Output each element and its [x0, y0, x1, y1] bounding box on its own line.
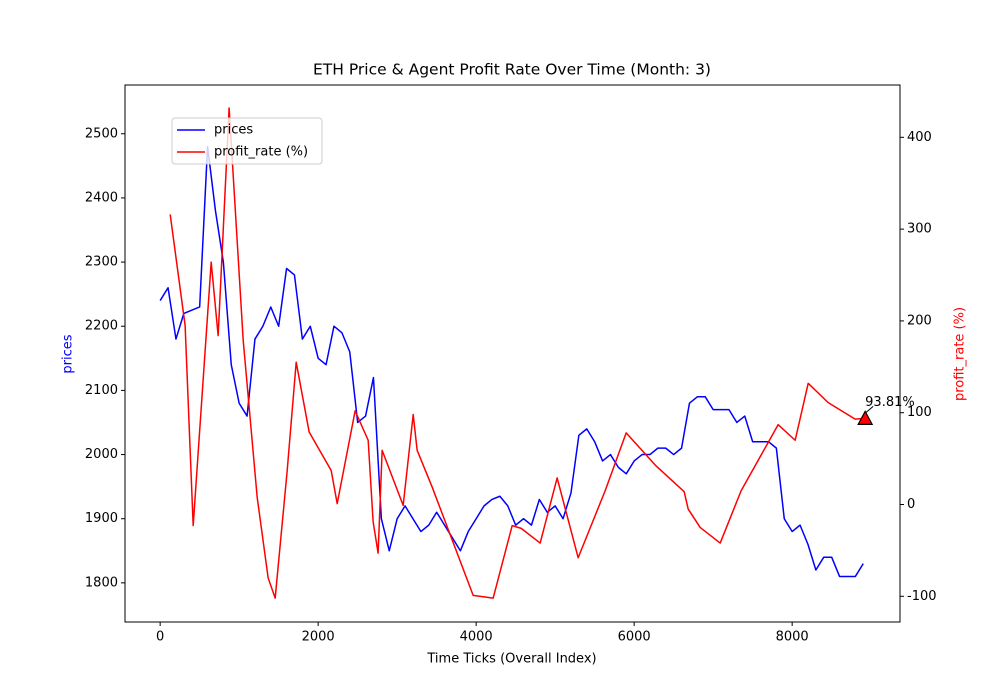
- annotation-label: 93.81%: [865, 395, 915, 410]
- y-tick-label: 2400: [85, 190, 118, 205]
- x-tick-label: 4000: [460, 630, 493, 645]
- y2-tick-label: 200: [907, 313, 932, 328]
- annotation-marker: [857, 410, 874, 425]
- y-tick-label: 1900: [85, 511, 118, 526]
- y2-tick-label: 400: [907, 130, 932, 145]
- legend-label: prices: [214, 123, 253, 138]
- legend-label: profit_rate (%): [214, 145, 308, 160]
- plot-frame: [124, 84, 901, 623]
- y2-tick-label: -100: [907, 589, 937, 604]
- y2-tick-label: 100: [907, 405, 932, 420]
- annotation-arrow: [865, 406, 874, 413]
- x-tick-label: 2000: [302, 630, 335, 645]
- y2-tick-label: 300: [907, 222, 932, 237]
- x-tick-label: 6000: [618, 630, 651, 645]
- x-tick-label: 0: [156, 630, 164, 645]
- series-line: [159, 145, 864, 578]
- y-tick-label: 2000: [85, 447, 118, 462]
- x-axis-label: Time Ticks (Overall Index): [426, 652, 596, 667]
- y-axis-label: prices: [61, 334, 76, 373]
- y2-axis-label: profit_rate (%): [953, 307, 968, 401]
- series-line: [169, 107, 866, 599]
- y-tick-label: 2100: [85, 383, 118, 398]
- y-tick-label: 2300: [85, 255, 118, 270]
- y2-tick-label: 0: [907, 497, 915, 512]
- legend-box: [171, 117, 323, 165]
- y-tick-label: 2200: [85, 319, 118, 334]
- y-tick-label: 1800: [85, 575, 118, 590]
- chart-title: ETH Price & Agent Profit Rate Over Time …: [313, 61, 711, 79]
- y-tick-label: 2500: [85, 126, 118, 141]
- x-tick-label: 8000: [776, 630, 809, 645]
